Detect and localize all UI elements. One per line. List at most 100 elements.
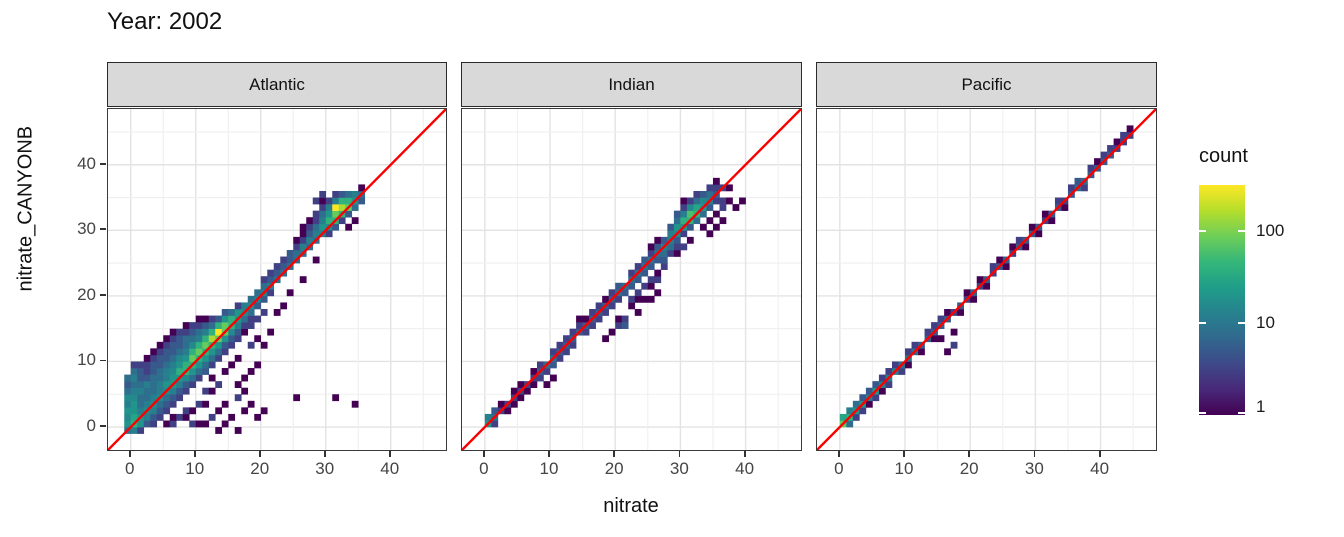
plot-title: Year: 2002: [107, 8, 223, 35]
count-bin: [937, 335, 945, 343]
count-bin: [241, 328, 249, 336]
count-bin: [732, 204, 740, 211]
count-bin: [345, 210, 353, 218]
count-bin: [280, 302, 288, 310]
count-bin: [647, 263, 655, 270]
count-bin: [693, 197, 701, 205]
identity-line: [817, 109, 1156, 450]
x-tick-label: 40: [1090, 459, 1110, 478]
count-bin: [163, 407, 171, 415]
count-bin: [944, 309, 951, 316]
count-bin: [169, 394, 177, 402]
x-tick-label: 20: [250, 459, 270, 478]
count-bin: [169, 348, 177, 356]
count-bin: [712, 184, 720, 192]
count-bin: [130, 413, 138, 421]
x-tick-label: 10: [185, 459, 205, 478]
count-bin: [221, 341, 229, 349]
count-bin: [124, 407, 132, 415]
count-bin: [293, 243, 301, 251]
count-bin: [169, 420, 177, 428]
count-bin: [345, 223, 353, 231]
count-bin: [234, 394, 242, 402]
count-bin: [739, 197, 746, 205]
count-bin: [234, 328, 242, 336]
count-bin: [872, 394, 880, 402]
count-bin: [189, 368, 197, 375]
count-bin: [1009, 243, 1017, 251]
count-bin: [208, 335, 216, 343]
count-bin: [608, 302, 616, 310]
count-bin: [654, 269, 662, 277]
count-bin: [491, 420, 499, 428]
count-bin: [634, 295, 642, 303]
count-bin: [195, 322, 203, 329]
count-bin: [182, 374, 190, 382]
count-bin: [176, 348, 184, 356]
count-bin: [852, 400, 860, 408]
count-bin: [176, 361, 184, 369]
count-bin: [693, 204, 701, 211]
count-bin: [208, 328, 216, 336]
count-bin: [957, 309, 964, 316]
count-bin: [319, 190, 327, 198]
legend-tick-notch: [1238, 412, 1245, 414]
count-bin: [556, 341, 564, 349]
count-bin: [130, 400, 138, 408]
count-bin: [137, 400, 145, 408]
count-bin: [273, 309, 281, 316]
count-bin: [517, 381, 525, 389]
count-bin: [1002, 263, 1010, 270]
count-bin: [124, 381, 132, 389]
count-bin: [215, 328, 223, 336]
count-bin: [673, 249, 681, 257]
count-bin: [510, 387, 518, 395]
count-bin: [202, 400, 210, 408]
count-bin: [137, 368, 145, 375]
count-bin: [306, 217, 314, 225]
count-bin: [124, 374, 132, 382]
x-tick-label: 30: [669, 459, 689, 478]
count-bin: [523, 387, 531, 395]
count-bin: [182, 348, 190, 356]
count-bin: [163, 341, 171, 349]
count-bin: [1081, 184, 1088, 192]
count-bin: [641, 282, 649, 290]
count-bin: [195, 368, 203, 375]
count-bin: [536, 361, 544, 369]
count-bin: [931, 335, 938, 343]
count-bin: [706, 184, 714, 192]
count-bin: [221, 420, 229, 428]
count-bin: [176, 341, 184, 349]
count-bin: [221, 309, 229, 316]
panel-plot-area: [462, 109, 801, 450]
count-bin: [143, 413, 151, 421]
count-bin: [182, 322, 190, 329]
count-bin: [589, 322, 596, 329]
count-bin: [905, 361, 912, 369]
count-bin: [221, 368, 229, 375]
count-bin: [615, 295, 623, 303]
count-bin: [550, 361, 557, 369]
count-bin: [569, 341, 577, 349]
count-bin: [169, 361, 177, 369]
count-bin: [228, 361, 236, 369]
count-bin: [241, 387, 249, 395]
count-bin: [510, 400, 518, 408]
count-bin: [338, 217, 346, 225]
count-bin: [667, 243, 675, 251]
count-bin: [137, 381, 145, 389]
count-bin: [234, 302, 242, 310]
count-bin: [208, 361, 216, 369]
count-bin: [228, 335, 236, 343]
count-bin: [124, 387, 132, 395]
count-bin: [215, 315, 223, 323]
count-bin: [169, 387, 177, 395]
count-bin: [996, 256, 1004, 264]
count-bin: [543, 368, 551, 375]
legend-tick-notch: [1199, 321, 1206, 324]
count-bin: [130, 381, 138, 389]
count-bin: [299, 223, 307, 231]
count-bin: [189, 335, 197, 343]
count-bin: [963, 289, 971, 297]
